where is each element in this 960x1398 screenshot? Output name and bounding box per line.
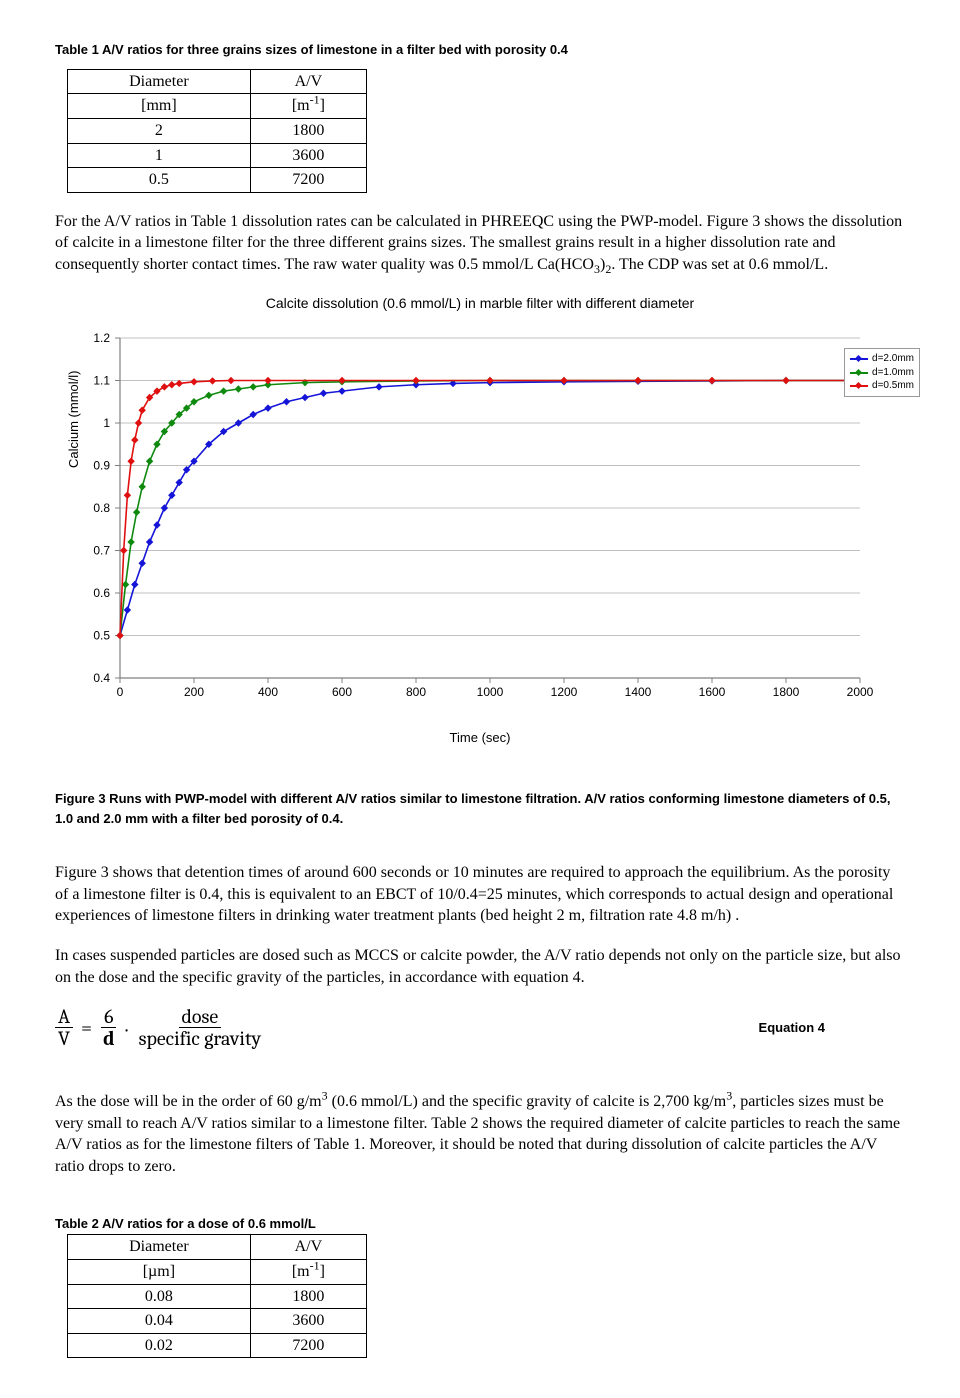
- svg-text:800: 800: [406, 685, 426, 699]
- table1-col1-head: Diameter: [68, 69, 251, 94]
- table1-col2-unit: [m-1]: [250, 94, 366, 119]
- table2-col2-unit: [m-1]: [250, 1259, 366, 1284]
- legend-item: d=1.0mm: [850, 366, 914, 380]
- legend-item: d=0.5mm: [850, 379, 914, 393]
- chart-ylabel: Calcium (mmol/l): [65, 371, 83, 469]
- svg-text:200: 200: [184, 685, 204, 699]
- table-row: 0.57200: [68, 168, 367, 193]
- paragraph-3: In cases suspended particles are dosed s…: [55, 945, 905, 988]
- svg-text:1.2: 1.2: [93, 331, 110, 345]
- table2: Diameter A/V [µm] [m-1] 0.081800 0.04360…: [67, 1234, 367, 1358]
- svg-text:600: 600: [332, 685, 352, 699]
- svg-text:1600: 1600: [699, 685, 726, 699]
- equation-4: A V = 6 d · dose specific gravity Equati…: [55, 1006, 905, 1049]
- chart-title: Calcite dissolution (0.6 mmol/L) in marb…: [60, 294, 900, 313]
- svg-text:0.9: 0.9: [93, 459, 110, 473]
- table1: Diameter A/V [mm] [m-1] 21800 13600 0.57…: [67, 69, 367, 193]
- legend-item: d=2.0mm: [850, 352, 914, 366]
- paragraph-1: For the A/V ratios in Table 1 dissolutio…: [55, 211, 905, 276]
- svg-text:1200: 1200: [551, 685, 578, 699]
- svg-text:0.7: 0.7: [93, 544, 110, 558]
- svg-text:1400: 1400: [625, 685, 652, 699]
- chart-svg: 0.4 0.5 0.6 0.7 0.8 0.9 1 1.1 1.2 0 200 400 600 800 10…: [60, 318, 880, 718]
- table1-caption: Table 1 A/V ratios for three grains size…: [55, 40, 905, 61]
- table-row: 0.081800: [68, 1284, 367, 1309]
- chart-legend: d=2.0mm d=1.0mm d=0.5mm: [844, 348, 920, 397]
- table-row: 13600: [68, 143, 367, 168]
- svg-text:1800: 1800: [773, 685, 800, 699]
- figure3-chart: Calcite dissolution (0.6 mmol/L) in marb…: [60, 294, 900, 747]
- figure3-caption: Figure 3 Runs with PWP-model with differ…: [55, 789, 905, 831]
- svg-text:0.8: 0.8: [93, 501, 110, 515]
- equation-4-label: Equation 4: [759, 1019, 905, 1037]
- table1-col1-unit: [mm]: [68, 94, 251, 119]
- svg-text:0.4: 0.4: [93, 671, 110, 685]
- table-row: 0.043600: [68, 1309, 367, 1334]
- svg-text:0.5: 0.5: [93, 629, 110, 643]
- table2-col1-head: Diameter: [68, 1235, 251, 1260]
- svg-text:1: 1: [103, 416, 110, 430]
- svg-text:400: 400: [258, 685, 278, 699]
- svg-text:1000: 1000: [477, 685, 504, 699]
- svg-text:1.1: 1.1: [93, 374, 110, 388]
- table2-caption: Table 2 A/V ratios for a dose of 0.6 mmo…: [55, 1214, 905, 1235]
- table-row: 0.027200: [68, 1333, 367, 1358]
- svg-text:2000: 2000: [847, 685, 874, 699]
- paragraph-2: Figure 3 shows that detention times of a…: [55, 862, 905, 927]
- svg-text:0.6: 0.6: [93, 586, 110, 600]
- table1-col2-head: A/V: [250, 69, 366, 94]
- chart-xlabel: Time (sec): [60, 729, 900, 747]
- table-row: 21800: [68, 118, 367, 143]
- svg-text:0: 0: [117, 685, 124, 699]
- table2-col2-head: A/V: [250, 1235, 366, 1260]
- paragraph-4: As the dose will be in the order of 60 g…: [55, 1091, 905, 1177]
- table2-col1-unit: [µm]: [68, 1259, 251, 1284]
